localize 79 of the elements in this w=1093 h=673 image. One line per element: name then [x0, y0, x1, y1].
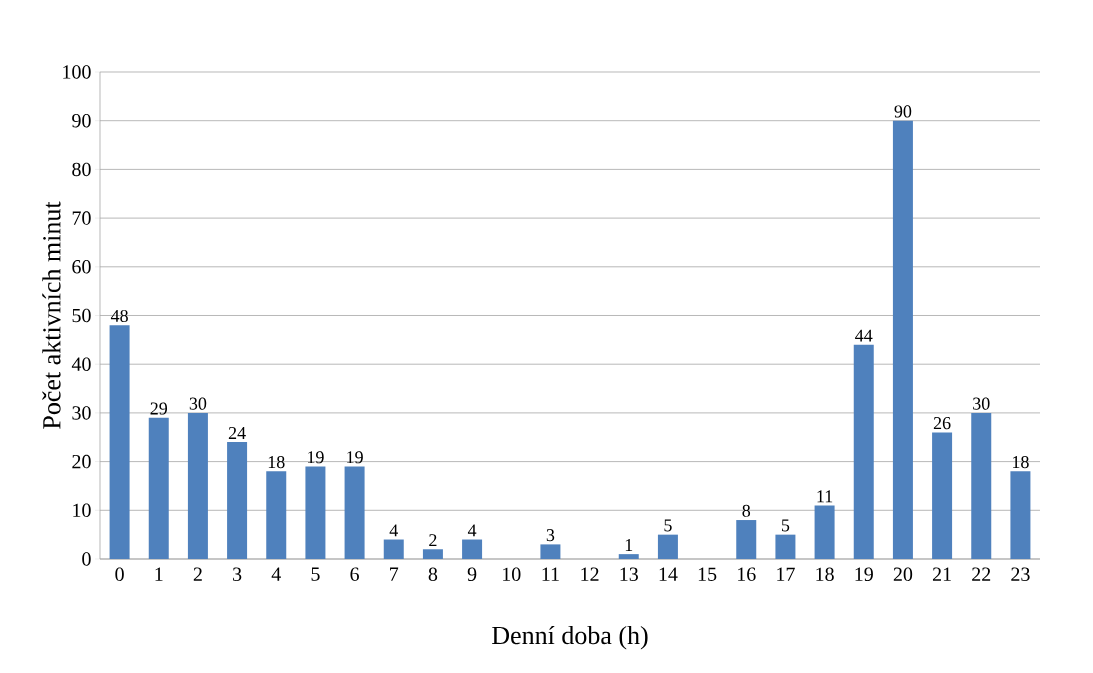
data-label: 19: [308, 451, 324, 464]
x-tick-label: 11: [542, 567, 559, 581]
x-tick-label: 9: [467, 567, 477, 581]
data-label: 18: [268, 456, 285, 469]
bar: [618, 554, 639, 559]
bar: [266, 471, 287, 559]
bar: [736, 520, 757, 559]
data-label: 44: [855, 329, 873, 342]
x-tick-label: 20: [893, 567, 913, 582]
x-tick-label: 8: [428, 567, 438, 582]
bar: [305, 466, 326, 559]
y-tick-label: 0: [82, 552, 91, 566]
data-label: 90: [894, 105, 912, 118]
y-axis-title: Počet aktivních minut: [42, 201, 61, 429]
data-label: 29: [150, 402, 168, 415]
x-tick-label: 21: [932, 567, 951, 581]
x-tick-label: 15: [698, 567, 717, 581]
bar: [148, 417, 169, 559]
bar: [540, 544, 561, 559]
y-tick-label: 80: [72, 162, 91, 177]
y-tick-label: 60: [72, 260, 91, 274]
data-label: 8: [742, 504, 751, 517]
y-tick-label: 30: [72, 406, 91, 420]
x-tick-label: 5: [311, 567, 320, 581]
y-tick-label: 100: [63, 65, 91, 79]
bar: [775, 534, 796, 559]
data-label: 24: [228, 427, 246, 439]
x-axis-title: Denní doba (h): [492, 625, 648, 650]
x-tick-label: 14: [659, 567, 678, 581]
data-label: 18: [1013, 456, 1029, 469]
bar: [383, 539, 404, 559]
y-tick-label: 50: [72, 308, 91, 323]
bar: [187, 412, 208, 559]
data-label: 4: [467, 524, 477, 537]
bar: [109, 325, 130, 559]
data-label: 2: [429, 534, 437, 547]
x-tick-label: 13: [620, 567, 638, 581]
bar: [892, 120, 913, 559]
y-tick-label: 40: [71, 357, 91, 371]
x-tick-label: 1: [155, 567, 163, 581]
bar: [227, 442, 248, 559]
bar: [1010, 471, 1031, 559]
data-label: 30: [189, 397, 207, 410]
bar: [932, 432, 953, 559]
x-tick-label: 12: [581, 567, 599, 581]
y-tick-label: 90: [72, 113, 91, 128]
x-tick-label: 4: [271, 567, 281, 581]
data-label: 30: [973, 397, 990, 410]
data-label: 48: [110, 309, 128, 323]
y-tick-label: 20: [72, 454, 91, 469]
bar: [814, 505, 835, 559]
x-tick-label: 0: [115, 567, 124, 582]
x-tick-label: 16: [738, 567, 756, 581]
x-tick-label: 2: [193, 567, 202, 581]
bar: [971, 412, 992, 559]
data-label: 5: [664, 519, 672, 532]
data-label: 19: [347, 451, 363, 464]
x-tick-label: 23: [1011, 567, 1030, 581]
bar: [344, 466, 365, 559]
data-label: 4: [389, 524, 398, 537]
x-tick-label: 6: [350, 567, 359, 581]
x-tick-label: 18: [816, 567, 834, 582]
data-label: 3: [546, 529, 555, 542]
bar: [462, 539, 483, 559]
x-tick-label: 17: [777, 567, 795, 581]
x-tick-label: 7: [390, 567, 399, 581]
data-label: 26: [933, 417, 951, 430]
bar: [422, 549, 443, 559]
data-label: 11: [817, 490, 833, 503]
bar: [853, 344, 874, 559]
x-tick-label: 22: [972, 567, 991, 581]
x-tick-label: 10: [503, 567, 521, 582]
data-label: 1: [625, 539, 633, 551]
bar: [657, 534, 678, 559]
y-tick-label: 10: [73, 503, 91, 518]
y-tick-label: 70: [72, 211, 91, 225]
x-tick-label: 3: [233, 567, 242, 581]
data-label: 5: [781, 519, 790, 532]
x-tick-label: 19: [855, 567, 873, 581]
